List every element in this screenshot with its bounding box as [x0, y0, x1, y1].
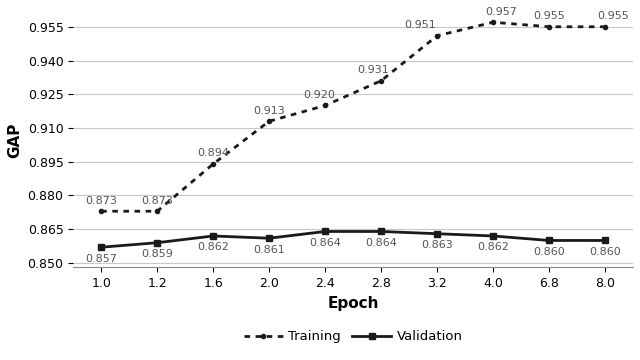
Text: 0.931: 0.931 [357, 65, 388, 75]
Training [97, 209, 105, 213]
Validation [601, 238, 609, 243]
Validation [433, 231, 441, 236]
Text: 0.860: 0.860 [533, 247, 565, 257]
Training [545, 24, 553, 29]
Validation [266, 236, 273, 240]
Validation [378, 229, 385, 234]
Text: 0.913: 0.913 [253, 105, 285, 116]
Text: 0.860: 0.860 [589, 247, 621, 257]
Training [209, 162, 217, 166]
Text: 0.862: 0.862 [197, 242, 229, 252]
Validation [97, 245, 105, 249]
Line: Training: Training [99, 20, 607, 213]
Text: 0.864: 0.864 [365, 238, 397, 248]
Validation [154, 240, 161, 245]
Text: 0.955: 0.955 [533, 11, 565, 21]
Text: 0.920: 0.920 [303, 90, 335, 100]
Text: 0.873: 0.873 [141, 195, 173, 206]
Validation [321, 229, 329, 234]
Text: 0.957: 0.957 [486, 6, 517, 17]
Text: 0.864: 0.864 [309, 238, 341, 248]
Y-axis label: GAP: GAP [7, 123, 22, 158]
Text: 0.862: 0.862 [477, 242, 509, 252]
Validation [489, 234, 497, 238]
Text: 0.873: 0.873 [85, 195, 117, 206]
Legend: Training, Validation: Training, Validation [238, 325, 468, 348]
X-axis label: Epoch: Epoch [328, 296, 379, 311]
Text: 0.857: 0.857 [85, 253, 117, 264]
Text: 0.859: 0.859 [141, 249, 173, 259]
Validation [209, 234, 217, 238]
Training [378, 78, 385, 83]
Training [321, 103, 329, 108]
Text: 0.951: 0.951 [404, 20, 436, 30]
Training [489, 20, 497, 24]
Validation [545, 238, 553, 243]
Text: 0.955: 0.955 [598, 11, 629, 21]
Text: 0.863: 0.863 [421, 240, 453, 250]
Line: Validation: Validation [98, 228, 609, 251]
Text: 0.894: 0.894 [197, 148, 229, 158]
Training [433, 33, 441, 38]
Training [601, 24, 609, 29]
Training [154, 209, 161, 213]
Training [266, 119, 273, 123]
Text: 0.861: 0.861 [253, 244, 285, 255]
